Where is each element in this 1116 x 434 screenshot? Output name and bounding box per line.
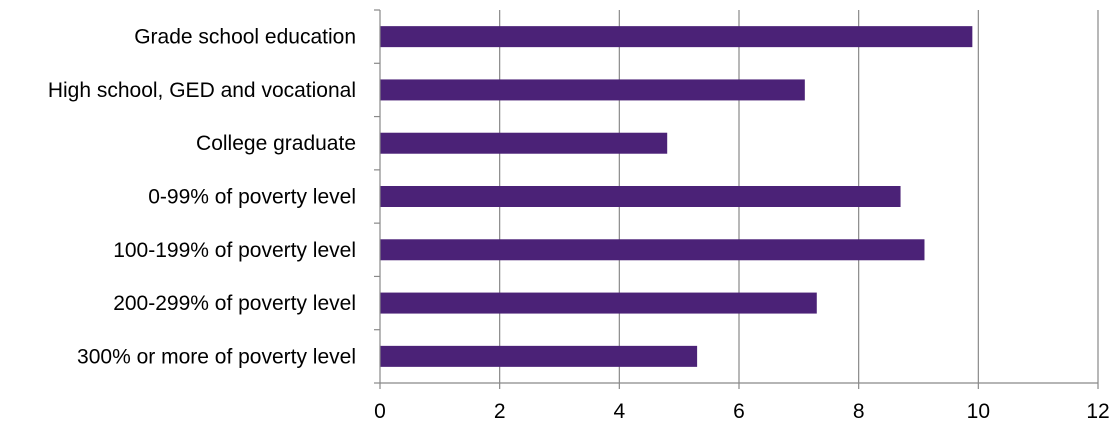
category-label: 0-99% of poverty level — [148, 186, 356, 209]
x-tick-label: 10 — [967, 400, 990, 423]
bar — [380, 345, 698, 367]
bars — [380, 26, 973, 367]
category-label: 100-199% of poverty level — [113, 239, 356, 262]
category-label: College graduate — [196, 132, 356, 155]
x-tick-label: 4 — [613, 400, 625, 423]
x-tick-labels: 0 2 4 6 8 10 12 — [374, 400, 1110, 423]
x-tick-label: 8 — [853, 400, 865, 423]
category-label: Grade school education — [134, 26, 356, 49]
x-tick-label: 0 — [374, 400, 386, 423]
axes — [374, 9, 1099, 389]
bar — [380, 186, 901, 207]
x-tick-label: 2 — [494, 400, 506, 423]
category-labels: Grade school education High school, GED a… — [48, 26, 356, 369]
bar — [380, 26, 973, 48]
bar — [380, 292, 817, 314]
x-tick-label: 6 — [733, 400, 745, 423]
category-label: High school, GED and vocational — [48, 79, 356, 102]
bar — [380, 79, 805, 101]
category-label: 300% or more of poverty level — [77, 345, 356, 368]
bar — [380, 239, 925, 261]
category-label: 200-299% of poverty level — [113, 292, 356, 315]
bar — [380, 132, 668, 154]
x-tick-label: 12 — [1086, 400, 1109, 423]
